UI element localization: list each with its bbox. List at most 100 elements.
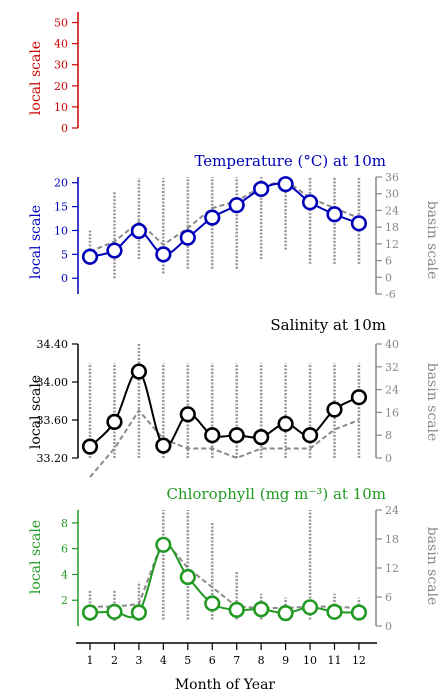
local-data-point xyxy=(350,215,368,232)
local-data-point xyxy=(130,222,147,240)
local-data-point xyxy=(179,568,196,586)
local-data-point xyxy=(179,406,196,423)
right-tick-label: 32 xyxy=(385,361,399,374)
left-tick-label: 0 xyxy=(61,272,68,285)
right-tick-label: 18 xyxy=(385,533,399,546)
local-data-point xyxy=(350,604,368,621)
panel-title: Salinity at 10m xyxy=(270,316,386,334)
local-series-line xyxy=(89,182,360,258)
x-tick-label: 11 xyxy=(328,654,342,667)
x-tick-label: 2 xyxy=(111,654,118,667)
local-data-point xyxy=(277,415,294,432)
basin-series-line xyxy=(89,179,360,253)
local-data-point xyxy=(130,604,147,621)
local-data-point xyxy=(326,401,343,418)
local-data-point xyxy=(228,601,245,618)
left-tick-label: 20 xyxy=(54,80,68,93)
x-tick-label: 12 xyxy=(352,654,366,667)
local-data-point xyxy=(228,197,245,214)
left-tick-label: 20 xyxy=(54,177,68,190)
local-data-point xyxy=(81,438,99,455)
local-data-point xyxy=(253,429,270,446)
left-tick-label: 5 xyxy=(61,248,68,261)
right-tick-label: 0 xyxy=(385,452,392,465)
left-tick-label: 50 xyxy=(54,17,68,30)
right-tick-label: 12 xyxy=(385,238,399,251)
x-tick-label: 8 xyxy=(258,654,265,667)
local-data-point xyxy=(130,363,147,380)
left-tick-label: 4 xyxy=(61,568,68,581)
right-tick-label: -6 xyxy=(385,288,396,301)
local-data-point xyxy=(277,605,294,622)
local-data-point xyxy=(179,229,196,246)
local-series-line xyxy=(89,370,360,448)
x-tick-label: 1 xyxy=(87,654,94,667)
right-axis-label: basin scale xyxy=(424,363,438,442)
left-tick-label: 33.60 xyxy=(37,414,69,427)
right-tick-label: 16 xyxy=(385,406,399,419)
x-tick-label: 9 xyxy=(282,654,289,667)
x-tick-label: 3 xyxy=(135,654,142,667)
left-tick-label: 40 xyxy=(54,38,68,51)
right-tick-label: 40 xyxy=(385,338,399,351)
local-data-point xyxy=(228,427,245,444)
left-axis-label: local scale xyxy=(28,375,44,449)
local-data-point xyxy=(350,389,368,406)
local-data-point xyxy=(253,180,270,198)
left-tick-label: 0 xyxy=(61,122,68,135)
x-tick-label: 4 xyxy=(160,654,167,667)
local-data-point xyxy=(204,595,221,612)
local-data-point xyxy=(326,206,343,223)
left-axis-label: local scale xyxy=(28,205,44,279)
left-tick-label: 30 xyxy=(54,59,68,72)
x-axis-label: Month of Year xyxy=(175,677,276,693)
right-tick-label: 24 xyxy=(385,384,399,397)
local-data-point xyxy=(81,604,99,621)
local-data-point xyxy=(301,427,319,444)
left-tick-label: 34.00 xyxy=(37,376,69,389)
right-axis-label: basin scale xyxy=(424,201,438,280)
x-tick-label: 5 xyxy=(184,654,191,667)
left-tick-label: 10 xyxy=(54,101,68,114)
left-tick-label: 15 xyxy=(54,201,68,214)
right-tick-label: 6 xyxy=(385,255,392,268)
temperature-panel: 0 5 10 15 20 local scale Temperature (°C) at 1… xyxy=(28,152,438,301)
local-data-point xyxy=(204,209,221,226)
left-tick-label: 33.20 xyxy=(37,452,69,465)
local-series-line xyxy=(89,543,359,619)
local-data-point xyxy=(301,194,319,211)
left-axis-label: local scale xyxy=(28,520,44,594)
left-tick-label: 6 xyxy=(61,543,68,556)
right-tick-label: 0 xyxy=(385,271,392,284)
x-tick-label: 10 xyxy=(303,654,317,667)
left-tick-label: 2 xyxy=(61,594,68,607)
right-tick-label: 12 xyxy=(385,562,399,575)
right-tick-label: 6 xyxy=(385,591,392,604)
basin-series-line xyxy=(89,408,360,478)
top-panel: 0 10 20 30 40 50 local scale xyxy=(28,12,79,135)
salinity-panel: 33.20 33.60 34.00 34.40 local scale Salinity … xyxy=(28,316,438,478)
local-data-point xyxy=(204,427,221,444)
left-axis-label: local scale xyxy=(28,41,44,115)
right-tick-label: 36 xyxy=(385,171,399,184)
local-data-point xyxy=(81,248,99,265)
right-tick-label: 0 xyxy=(385,620,392,633)
panel-title: Temperature (°C) at 10m xyxy=(194,152,386,170)
local-data-point xyxy=(155,536,172,553)
local-data-point xyxy=(106,242,123,259)
local-data-point xyxy=(155,437,172,454)
x-tick-label: 6 xyxy=(209,654,216,667)
x-tick-label: 7 xyxy=(233,654,240,667)
right-tick-label: 30 xyxy=(385,188,399,201)
local-data-point xyxy=(301,599,319,616)
local-data-point xyxy=(106,413,123,431)
local-data-point xyxy=(253,601,270,618)
local-data-point xyxy=(326,603,343,620)
local-data-point xyxy=(277,176,294,193)
left-tick-label: 8 xyxy=(61,517,68,530)
right-tick-label: 24 xyxy=(385,504,399,517)
local-data-point xyxy=(155,246,172,263)
